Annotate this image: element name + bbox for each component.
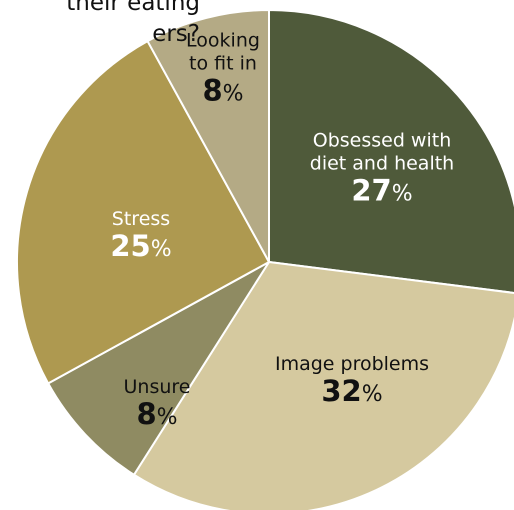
slice-label-1-line-2: diet and health	[310, 153, 454, 175]
slice-label-5-line-1: Looking	[186, 30, 260, 52]
slice-value-1: 27%	[351, 174, 412, 208]
slice-value-percent-1: %	[392, 182, 413, 207]
slice-label-2-line-1: Image problems	[275, 353, 429, 375]
slice-value-percent-3: %	[157, 405, 178, 430]
slice-value-number-1: 27	[351, 174, 391, 208]
slice-value-3: 8%	[136, 397, 177, 431]
slice-value-2: 32%	[321, 374, 382, 408]
slice-value-number-2: 32	[321, 374, 361, 408]
pie-slice-5	[146, 8, 270, 263]
chart-title-line-1: their eating	[66, 0, 200, 16]
slice-value-percent-2: %	[362, 382, 383, 407]
slice-label-5-line-2: to fit in	[189, 53, 257, 75]
slice-label-4-line-1: Stress	[112, 208, 170, 230]
chart-title: their eating ers?	[0, 0, 200, 50]
slice-value-number-4: 25	[110, 229, 150, 263]
slice-value-percent-4: %	[151, 237, 172, 262]
pie-slice-3	[46, 261, 270, 477]
slice-label-1-line-1: Obsessed with	[313, 130, 452, 152]
slice-value-number-3: 8	[136, 397, 156, 431]
pie-slice-2	[132, 260, 514, 510]
slice-value-number-5: 8	[202, 74, 222, 108]
slice-value-4: 25%	[110, 229, 171, 263]
chart-title-line-2: ers?	[152, 21, 200, 47]
slice-value-percent-5: %	[223, 82, 244, 107]
pie-slice-1	[268, 8, 514, 294]
slice-value-5: 8%	[202, 74, 243, 108]
pie-slice-4	[16, 39, 271, 385]
slice-label-3-line-1: Unsure	[124, 376, 191, 398]
